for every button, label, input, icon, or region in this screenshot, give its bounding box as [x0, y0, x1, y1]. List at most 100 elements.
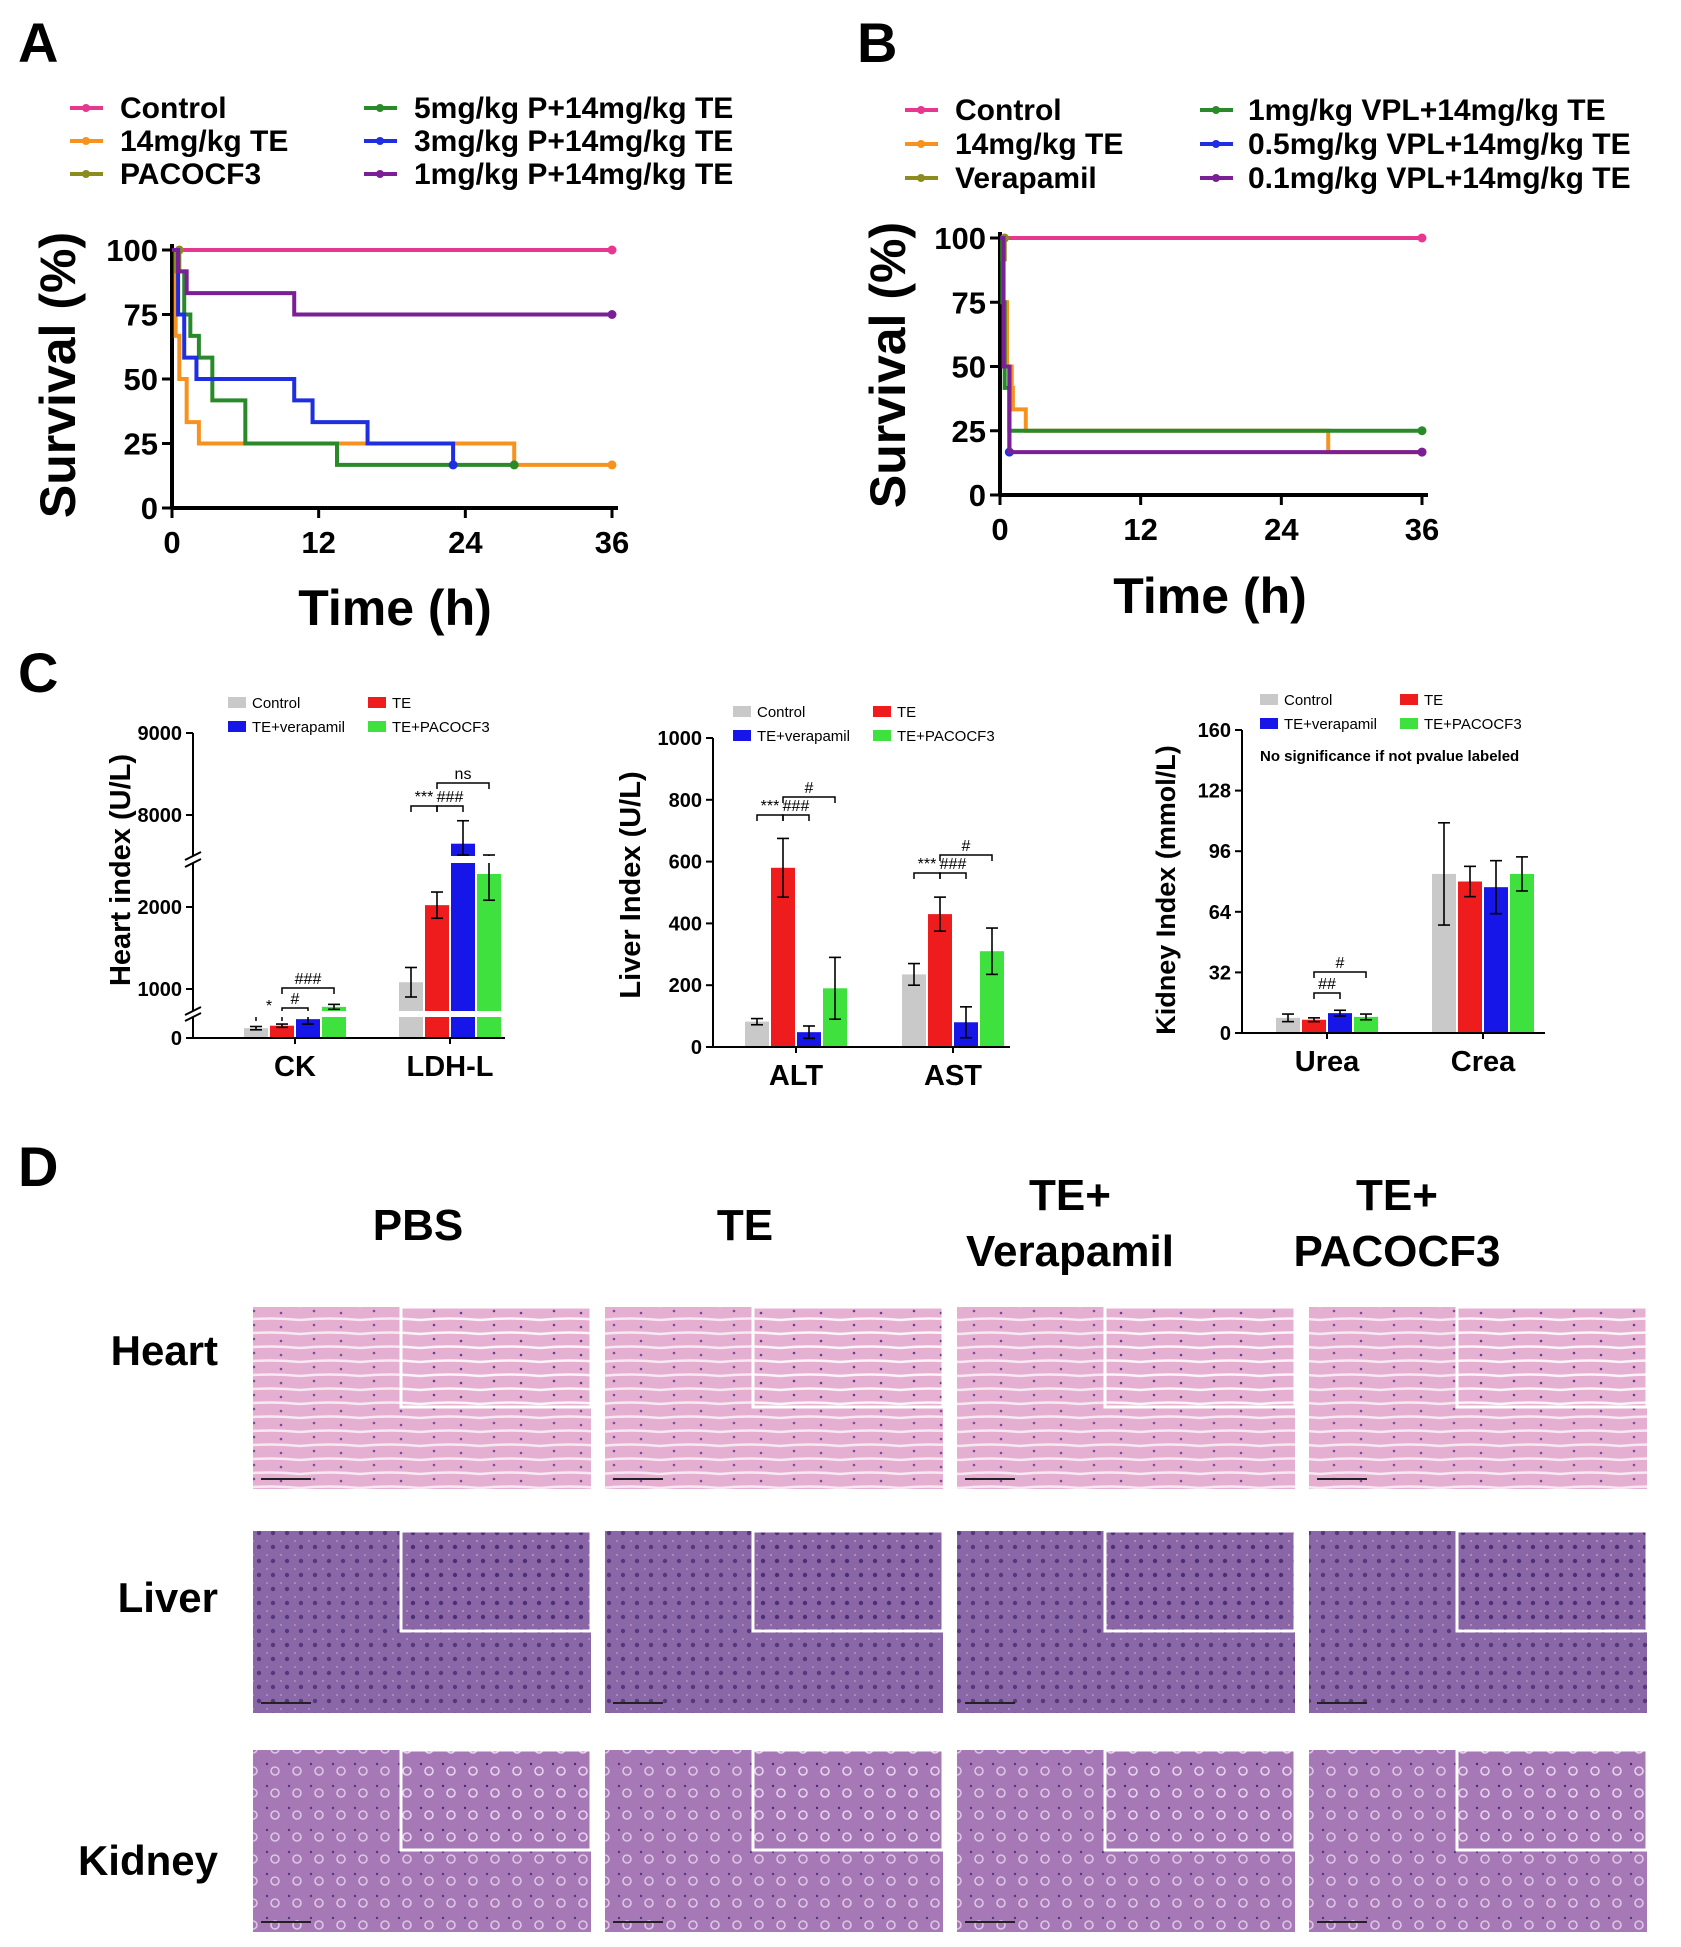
legend-label: TE	[1424, 692, 1443, 709]
legend-swatch	[368, 721, 386, 732]
bar	[1328, 1013, 1352, 1033]
bar	[745, 1021, 769, 1047]
bar	[477, 874, 501, 1038]
series-end-point	[509, 460, 519, 470]
bar	[425, 905, 449, 1038]
legend-dot	[1212, 106, 1220, 114]
magnified-inset	[399, 1748, 593, 1852]
bar	[902, 974, 926, 1047]
y-tick-label: 32	[1209, 962, 1231, 984]
legend-swatch	[1260, 718, 1278, 729]
sig-bracket	[436, 782, 490, 789]
magnified-inset	[1455, 1748, 1649, 1852]
sig-bracket-label: #	[962, 838, 971, 855]
panel-label-b: B	[857, 11, 897, 74]
y-tick-label: 100	[934, 221, 986, 256]
y-tick-label: 100	[106, 233, 158, 268]
panel-d-row-labels: Heart Liver Kidney	[78, 1327, 219, 1884]
category-label: LDH-L	[407, 1051, 494, 1083]
sig-bracket-label: #	[805, 780, 814, 797]
sig-bracket-label: ###	[783, 798, 810, 815]
bar	[928, 914, 952, 1047]
col-title-te: TE	[717, 1201, 773, 1250]
x-tick-label: 0	[163, 525, 180, 560]
legend-entry-pacocf3: PACOCF3	[70, 158, 261, 191]
legend-label: Verapamil	[955, 162, 1097, 195]
break-mark	[184, 858, 202, 868]
legend-label: 14mg/kg TE	[955, 128, 1123, 161]
legend-label: 1mg/kg P+14mg/kg TE	[414, 158, 733, 191]
sig-bracket-label: ###	[437, 789, 464, 806]
legend-swatch	[1400, 694, 1418, 705]
series-end-point	[1417, 233, 1427, 243]
bar	[1510, 873, 1534, 1033]
col-title-te-verapamil-line1: TE+	[1029, 1171, 1111, 1220]
legend-label: TE+verapamil	[252, 719, 345, 736]
panel-a-survival-plot: 0 25 50 75 100 0 12 24 36	[106, 233, 629, 560]
significance-note: No significance if not pvalue labeled	[1260, 748, 1519, 765]
y-tick-label: 50	[952, 350, 986, 385]
row-label-kidney: Kidney	[78, 1837, 219, 1884]
sig-bracket-label: ###	[940, 856, 967, 873]
x-tick-label: 12	[1123, 512, 1157, 547]
panel-label-d: D	[18, 1135, 58, 1198]
magnified-inset	[399, 1529, 593, 1633]
legend-swatch	[1260, 694, 1278, 705]
panel-a-legend: Control 14mg/kg TE PACOCF3 5mg/kg P+14mg…	[70, 92, 733, 191]
magnified-inset	[751, 1305, 945, 1409]
legend-dot	[917, 174, 925, 182]
sig-bracket	[410, 805, 438, 812]
sig-bracket	[1313, 971, 1367, 978]
sig-bracket	[913, 872, 941, 879]
panel-c-heart-chart: CK LDH-L* ####*** ###ns01000200080009000Con…	[105, 695, 520, 1083]
legend-dot	[1212, 174, 1220, 182]
axis-break-gap	[200, 856, 520, 863]
legend-dot	[376, 137, 384, 145]
legend-swatch	[1400, 718, 1418, 729]
legend-dot	[917, 140, 925, 148]
bar	[1302, 1019, 1326, 1033]
y-tick-label: 50	[124, 362, 158, 397]
magnified-inset	[1455, 1529, 1649, 1633]
magnified-inset	[1103, 1748, 1297, 1852]
category-label: CK	[274, 1051, 316, 1083]
y-axis-title: Heart index (U/L)	[105, 754, 137, 986]
bar	[1458, 881, 1482, 1033]
series-end-point	[448, 460, 458, 470]
x-tick-label: 0	[991, 512, 1008, 547]
y-tick-label: 200	[669, 975, 702, 997]
legend-entry-3mg: 3mg/kg P+14mg/kg TE	[364, 125, 733, 158]
col-title-te-verapamil-line2: Verapamil	[966, 1227, 1174, 1276]
panel-b-legend: Control 14mg/kg TE Verapamil 1mg/kg VPL+…	[905, 94, 1631, 195]
legend-swatch	[368, 697, 386, 708]
bar	[797, 1032, 821, 1047]
y-tick-label: 2000	[138, 897, 183, 919]
y-tick-label: 128	[1198, 781, 1231, 803]
y-tick-label: 96	[1209, 841, 1231, 863]
legend-entry-1mg-vpl: 1mg/kg VPL+14mg/kg TE	[1200, 94, 1606, 127]
sig-bracket	[782, 814, 810, 821]
sig-bracket	[436, 805, 464, 812]
legend-label: Control	[757, 704, 805, 721]
sig-bracket-label: *	[266, 998, 272, 1015]
y-tick-label: 75	[952, 285, 986, 320]
legend-swatch	[733, 730, 751, 741]
legend-entry-verapamil: Verapamil	[905, 162, 1097, 195]
legend-label: TE	[392, 695, 411, 712]
magnified-inset	[1103, 1305, 1297, 1409]
legend-label: PACOCF3	[120, 158, 261, 191]
legend-entry-control: Control	[905, 94, 1062, 127]
magnified-inset	[1455, 1305, 1649, 1409]
y-tick-label: 25	[124, 427, 158, 462]
y-tick-label: 0	[969, 478, 986, 513]
legend-dot	[82, 137, 90, 145]
sig-bracket-label: #	[1336, 955, 1345, 972]
y-tick-label: 1000	[658, 728, 703, 750]
sig-bracket-label: ***	[761, 798, 780, 815]
y-tick-label: 9000	[138, 723, 183, 745]
col-title-te-pacocf3-line1: TE+	[1356, 1171, 1438, 1220]
y-axis-title: Liver Index (U/L)	[615, 771, 647, 998]
sig-bracket	[939, 854, 993, 861]
panel-label-a: A	[18, 11, 58, 74]
